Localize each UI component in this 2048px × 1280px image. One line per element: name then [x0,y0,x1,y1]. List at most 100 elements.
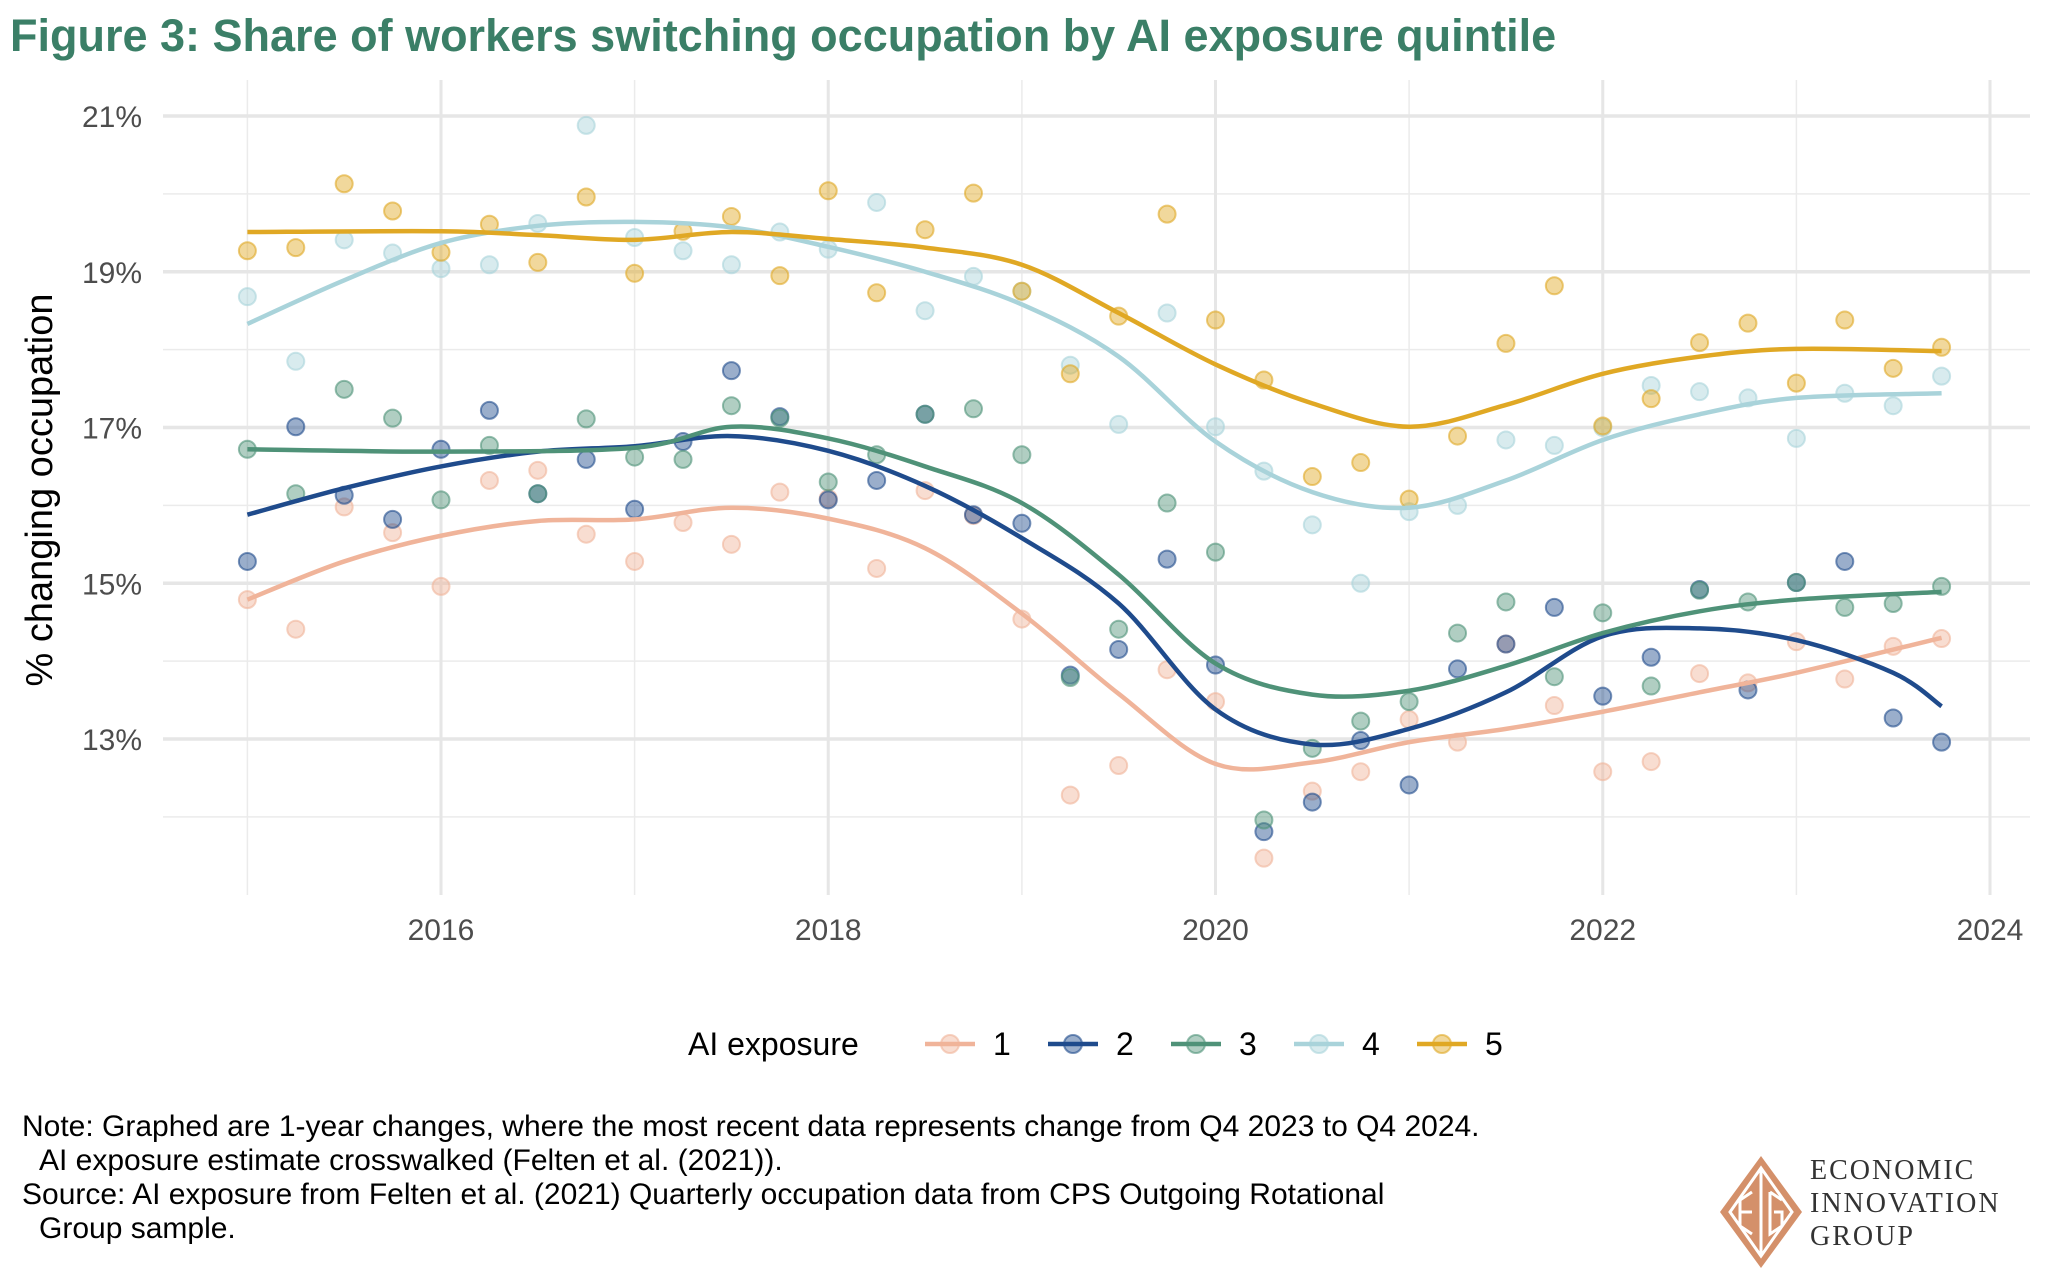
data-point [1883,708,1903,728]
data-point [334,174,354,194]
data-point [1399,692,1419,712]
data-point [721,361,741,381]
gridlines [163,80,2030,895]
data-point [1448,659,1468,679]
data-point [625,263,645,283]
data-point [479,400,499,420]
legend-item-1: 1 [925,1026,1011,1062]
data-point [1109,414,1129,434]
legend-label: 2 [1116,1026,1134,1062]
data-point [770,408,790,428]
data-point [431,490,451,510]
legend-title: AI exposure [688,1026,859,1062]
data-point [1060,667,1080,687]
data-point [915,404,935,424]
data-point [1109,755,1129,775]
data-point [1448,426,1468,446]
data-point [1012,513,1032,533]
data-point [1883,593,1903,613]
data-point [286,619,306,639]
data-point [1254,848,1274,868]
data-point [1641,647,1661,667]
y-axis-label: % changing occupation [19,294,61,687]
chart-title: Figure 3: Share of workers switching occ… [10,10,1557,61]
data-point [1690,382,1710,402]
legend-item-3: 3 [1171,1026,1257,1062]
data-point [1932,366,1952,386]
data-point [286,417,306,437]
data-point [818,490,838,510]
data-point [1641,752,1661,772]
legend-point-swatch [940,1034,960,1054]
data-point [1399,775,1419,795]
data-point [867,470,887,490]
series-4-points [237,115,1952,593]
data-point [1835,669,1855,689]
x-tick-label: 2016 [408,914,475,947]
data-point [1012,281,1032,301]
data-point [1109,639,1129,659]
data-point [673,513,693,533]
data-point [1544,667,1564,687]
series-2-points [237,361,1952,842]
legend-label: 4 [1362,1026,1380,1062]
data-point [383,408,403,428]
data-point [383,523,403,543]
y-tick-label: 17% [82,413,142,446]
trend-line-series-1 [246,505,1943,772]
logo-line-1: ECONOMIC [1810,1155,1976,1186]
data-point [625,447,645,467]
data-point [867,192,887,212]
data-point [479,470,499,490]
legend-label: 3 [1239,1026,1257,1062]
data-point [1690,664,1710,684]
legend: AI exposure 1 2 3 4 5 [688,1026,1503,1062]
data-point [867,283,887,303]
data-point [1157,493,1177,513]
data-point [1835,310,1855,330]
data-point [528,484,548,504]
data-point [1302,792,1322,812]
data-point [1690,580,1710,600]
series-1-points [237,460,1952,868]
note-line-2: AI exposure estimate crosswalked (Felten… [39,1144,783,1177]
y-tick-label: 21% [82,101,142,134]
data-point [963,399,983,419]
data-point [1593,686,1613,706]
logo-line-3: GROUP [1810,1221,1915,1252]
data-point [1351,711,1371,731]
y-tick-label: 13% [82,724,142,757]
legend-point-swatch [1309,1034,1329,1054]
legend-label: 1 [993,1026,1011,1062]
data-point [383,509,403,529]
series-5-points [237,174,1952,509]
data-point [770,266,790,286]
data-point [1254,810,1274,830]
data-point [1593,603,1613,623]
data-point [1738,313,1758,333]
data-point [673,449,693,469]
data-point [1883,396,1903,416]
trend-lines [246,219,1943,772]
data-point [431,439,451,459]
data-point [1786,572,1806,592]
source-line-1: Source: AI exposure from Felten et al. (… [22,1178,1385,1211]
eig-logo: ECONOMIC INNOVATION GROUP [1718,1152,2048,1272]
data-point [1932,732,1952,752]
legend-point-swatch [1063,1034,1083,1054]
data-point [963,183,983,203]
source-line-2: Group sample. [39,1212,236,1245]
data-point [1206,417,1225,437]
x-tick-label: 2022 [1569,914,1636,947]
data-point [1544,696,1564,716]
trend-line-series-3 [247,424,1942,699]
data-point [673,241,693,261]
data-point [770,482,790,502]
data-point [1109,619,1129,639]
data-point [867,558,887,578]
data-point [1883,358,1903,378]
data-point [576,409,596,429]
legend-item-4: 4 [1294,1026,1380,1062]
data-point [237,241,257,261]
data-point [818,472,838,492]
